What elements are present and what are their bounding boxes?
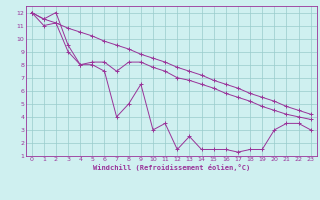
X-axis label: Windchill (Refroidissement éolien,°C): Windchill (Refroidissement éolien,°C): [92, 164, 250, 171]
